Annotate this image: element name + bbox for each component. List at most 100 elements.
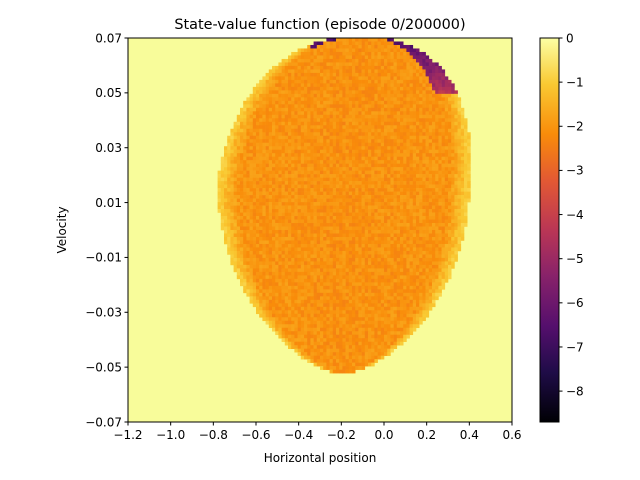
heatmap-cell [230,146,234,151]
heatmap-cell [358,195,362,199]
heatmap-cell [316,191,321,196]
heatmap-cell [409,114,414,119]
heatmap-cell [281,160,286,164]
heatmap-cell [307,90,311,95]
heatmap-cell [448,83,452,88]
heatmap-cell [300,285,305,290]
heatmap-cell [332,205,337,210]
heatmap-cell [294,205,298,210]
heatmap-cell [380,76,385,81]
heatmap-cell [300,289,305,294]
heatmap-cell [361,111,366,116]
heatmap-cell [320,97,324,102]
heatmap-cell [281,86,286,91]
heatmap-cell [412,202,417,206]
heatmap-cell [240,142,244,147]
heatmap-cell [454,90,458,95]
heatmap-cell [384,195,388,199]
heatmap-cell [403,79,407,84]
heatmap-cell [256,233,260,238]
heatmap-cell [329,93,334,98]
heatmap-cell [345,219,350,224]
heatmap-cell [441,69,446,74]
heatmap-cell [342,160,346,164]
heatmap-cell [406,282,410,287]
heatmap-cell [409,268,414,273]
heatmap-cell [275,86,279,91]
heatmap-cell [355,72,359,77]
heatmap-cell [416,135,420,140]
heatmap-cell [326,90,330,95]
heatmap-cell [416,278,420,283]
heatmap-cell [329,146,334,151]
heatmap-cell [374,132,378,137]
heatmap-cell [352,247,356,252]
heatmap-cell [384,247,388,252]
heatmap-cell [265,111,270,116]
heatmap-cell [316,41,321,46]
heatmap-cell [332,230,337,234]
heatmap-cell [371,132,375,137]
heatmap-cell [230,209,234,213]
heatmap-cell [342,142,346,147]
heatmap-cell [332,209,337,213]
heatmap-cell [416,240,420,245]
heatmap-cell [352,223,356,227]
heatmap-cell [291,254,295,259]
heatmap-cell [256,86,260,91]
heatmap-cell [252,195,257,199]
heatmap-cell [355,83,359,88]
heatmap-cell [377,76,382,81]
heatmap-cell [236,254,241,259]
heatmap-cell [448,170,452,175]
heatmap-cell [451,184,455,189]
heatmap-cell [310,236,314,241]
heatmap-cell [352,97,356,102]
heatmap-cell [464,135,468,140]
heatmap-cell [428,181,433,185]
heatmap-cell [368,240,372,245]
heatmap-cell [249,254,254,259]
heatmap-cell [451,90,455,95]
heatmap-cell [313,51,318,56]
heatmap-cell [300,250,305,255]
heatmap-cell [454,100,458,105]
heatmap-cell [284,128,289,133]
heatmap-cell [246,174,250,178]
heatmap-cell [345,69,350,74]
heatmap-cell [348,135,353,140]
heatmap-cell [409,278,414,283]
heatmap-cell [339,51,343,56]
heatmap-cell [268,100,273,105]
heatmap-cell [419,181,423,185]
heatmap-cell [336,97,340,102]
heatmap-cell [300,65,305,70]
heatmap-cell [345,167,350,171]
heatmap-cell [403,275,407,280]
heatmap-cell [310,107,314,112]
heatmap-cell [339,191,343,196]
heatmap-cell [336,191,340,196]
heatmap-cell [387,209,391,213]
heatmap-cell [336,149,340,154]
heatmap-cell [297,163,302,168]
heatmap-cell [243,268,247,273]
heatmap-cell [307,72,311,77]
heatmap-cell [329,170,334,175]
heatmap-cell [339,247,343,252]
heatmap-cell [249,216,254,220]
heatmap-cell [278,219,282,224]
heatmap-cell [336,156,340,161]
heatmap-cell [371,62,375,67]
heatmap-cell [329,250,334,255]
heatmap-cell [332,97,337,102]
heatmap-cell [403,44,407,49]
heatmap-cell [345,226,350,231]
heatmap-cell [262,177,266,182]
heatmap-cell [342,104,346,109]
heatmap-cell [441,86,446,91]
heatmap-cell [316,195,321,199]
heatmap-cell [297,289,302,294]
heatmap-cell [220,202,225,206]
heatmap-cell [412,289,417,294]
